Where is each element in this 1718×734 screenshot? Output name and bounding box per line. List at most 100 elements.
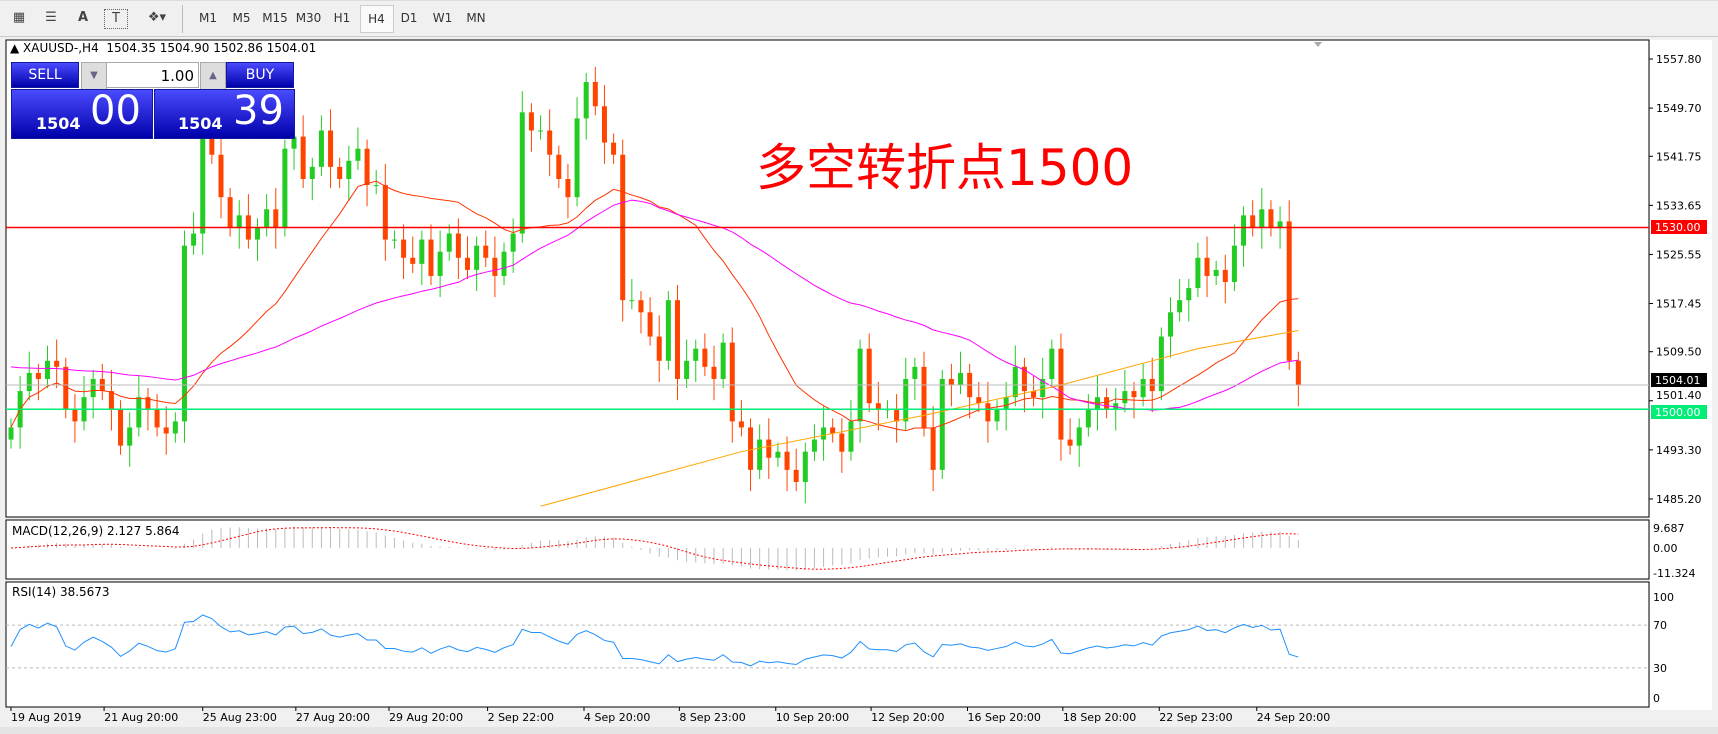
timeframe-w1[interactable]: W1 (432, 11, 453, 25)
candle-body (1186, 288, 1192, 301)
candle-body (35, 372, 41, 379)
candle-body (821, 427, 827, 440)
candle-body (328, 130, 334, 167)
candle-body (172, 421, 178, 434)
candle-body (629, 300, 635, 302)
candle-body (72, 409, 78, 422)
candle-body (1158, 336, 1164, 392)
candle-body (90, 378, 96, 398)
shift-marker-icon (1314, 42, 1322, 47)
macd-tick-label: 9.687 (1653, 522, 1685, 535)
macd-tick-label: 0.00 (1653, 542, 1678, 555)
candle-body (483, 245, 489, 258)
price-tick-label: 1533.65 (1656, 199, 1702, 212)
candle-body (437, 251, 443, 276)
candle-body (355, 148, 361, 161)
candle-body (1021, 366, 1027, 392)
candle-body (364, 148, 370, 186)
timeframe-h1[interactable]: H1 (333, 11, 351, 25)
annotation-text: 多空转折点1500 (756, 139, 1134, 197)
timeframe-mn[interactable]: MN (466, 11, 486, 25)
date-label: 18 Sep 20:00 (1063, 711, 1136, 724)
timeframe-m5[interactable]: M5 (232, 11, 251, 25)
arrows-icon[interactable]: ❖▾ (147, 10, 167, 25)
candle-body (720, 342, 726, 379)
candle-body (848, 421, 854, 452)
candle-body (127, 427, 133, 446)
buy-price-button[interactable]: 1504 39 (154, 89, 295, 139)
candle-body (985, 403, 991, 422)
candle-body (583, 82, 589, 119)
candle-body (236, 215, 242, 228)
candle-body (455, 233, 461, 258)
candle-body (501, 251, 507, 276)
candle-body (26, 372, 32, 392)
candle-body (1231, 245, 1237, 283)
candle-body (1122, 391, 1128, 404)
price-tick-label: 1557.80 (1656, 53, 1702, 66)
candle-body (1140, 378, 1146, 398)
text-icon[interactable]: A (77, 10, 89, 25)
date-label: 24 Sep 20:00 (1257, 711, 1330, 724)
candle-body (1049, 348, 1055, 379)
date-label: 29 Aug 20:00 (389, 711, 463, 724)
candle-body (346, 160, 352, 179)
current-price-label: 1504.01 (1655, 374, 1701, 387)
timeframe-d1[interactable]: D1 (400, 11, 418, 25)
timeframe-m1[interactable]: M1 (199, 11, 217, 25)
price-tick-label: 1541.75 (1656, 150, 1702, 163)
candle-body (775, 451, 781, 458)
candle-body (684, 360, 690, 379)
macd-pane (5, 519, 1650, 580)
rsi-pane (5, 581, 1650, 708)
lot-decrease-button[interactable]: ▼ (81, 62, 107, 90)
date-label: 12 Sep 20:00 (871, 711, 944, 724)
lot-increase-button[interactable]: ▲ (200, 62, 226, 90)
candle-body (574, 118, 580, 198)
candle-body (492, 257, 498, 276)
sell-price-small: 00 (90, 89, 141, 134)
candle-body (1085, 409, 1091, 428)
timeframe-m30[interactable]: M30 (295, 11, 322, 25)
candle-body (264, 209, 270, 228)
line-price-tag (1651, 220, 1707, 234)
candle-body (108, 391, 114, 410)
indicators-icon[interactable]: ▦ (12, 10, 26, 25)
date-label: 22 Sep 23:00 (1159, 711, 1232, 724)
line-price-label: 1500.00 (1655, 406, 1701, 419)
candle-body (1177, 300, 1183, 313)
candle-body (273, 209, 279, 228)
candle-body (1067, 439, 1073, 446)
macd-label: MACD(12,26,9) 2.127 5.864 (12, 524, 180, 538)
candle-body (930, 427, 936, 470)
candle-body (446, 233, 452, 252)
chart-header-text: XAUUSD-,H4 1504.35 1504.90 1502.86 1504.… (23, 41, 317, 55)
candle-body (1012, 366, 1018, 398)
candle-body (401, 239, 407, 258)
candle-body (1268, 209, 1274, 228)
candle-body (54, 360, 60, 367)
candle-body (958, 372, 964, 386)
buy-button[interactable]: BUY (226, 62, 294, 88)
fibo-icon[interactable]: ☰ (45, 10, 57, 25)
text-label-icon[interactable]: T (104, 9, 128, 29)
timeframe-h4[interactable]: H4 (359, 5, 394, 33)
candle-body (894, 409, 900, 422)
macd-tick-label: -11.324 (1653, 567, 1695, 580)
candle-body (1168, 312, 1174, 337)
rsi-label: RSI(14) 38.5673 (12, 585, 110, 599)
candle-body (1076, 427, 1082, 446)
candle-body (592, 82, 598, 107)
sell-price-button[interactable]: 1504 00 (11, 89, 153, 139)
candle-body (912, 366, 918, 379)
candle-body (309, 166, 315, 179)
timeframe-m15[interactable]: M15 (262, 11, 288, 25)
sell-button[interactable]: SELL (11, 62, 79, 88)
rsi-line (10, 614, 1299, 667)
candle-body (1204, 257, 1210, 276)
macd-signal-line (10, 527, 1299, 570)
candle-body (702, 348, 708, 367)
candle-body (647, 312, 653, 337)
lot-input[interactable]: 1.00 (106, 62, 199, 88)
